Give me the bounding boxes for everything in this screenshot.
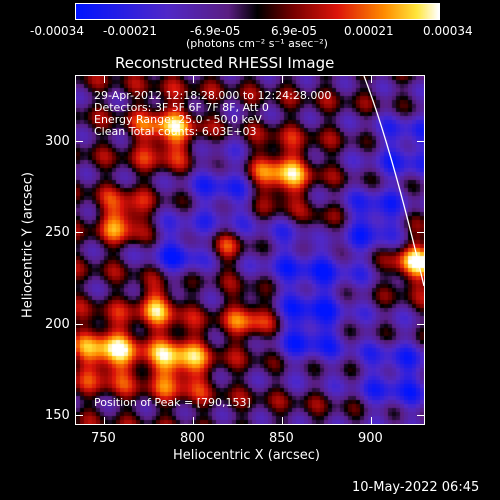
y-tick-mark — [417, 415, 425, 416]
detectors-text: Detectors: 3F 5F 6F 7F 8F, Att 0 — [94, 101, 269, 114]
x-tick-label: 850 — [269, 431, 294, 446]
energy-range-text: Energy Range: 25.0 - 50.0 keV — [94, 113, 262, 126]
y-tick-mark — [417, 324, 425, 325]
colorbar-tick-label: -0.00021 — [103, 24, 157, 38]
colorbar-tick-label: 6.9e-05 — [271, 24, 318, 38]
colorbar — [75, 3, 440, 20]
colorbar-units-label: (photons cm⁻² s⁻¹ asec⁻²) — [186, 37, 328, 50]
rhessi-image-plot: 29-Apr-2012 12:18:28.000 to 12:24:28.000… — [75, 75, 425, 425]
x-axis-label: Heliocentric X (arcsec) — [173, 448, 320, 463]
plot-title: Reconstructed RHESSI Image — [115, 54, 335, 72]
colorbar-tick-label: 0.00034 — [423, 24, 473, 38]
x-tick-label: 750 — [91, 431, 116, 446]
x-tick-mark — [193, 75, 194, 83]
peak-position-text: Position of Peak = [790,153] — [94, 396, 251, 409]
clean-counts-text: Clean Total counts: 6.03E+03 — [94, 125, 257, 138]
y-axis-label: Heliocentric Y (arcsec) — [20, 172, 36, 318]
colorbar-tick-label: 0.00021 — [344, 24, 394, 38]
y-tick-label: 300 — [45, 134, 70, 149]
footer-timestamp: 10-May-2022 06:45 — [352, 480, 480, 495]
x-tick-mark — [104, 75, 105, 83]
x-tick-label: 900 — [358, 431, 383, 446]
time-range-text: 29-Apr-2012 12:18:28.000 to 12:24:28.000 — [94, 89, 332, 102]
colorbar-tick-label: -0.00034 — [30, 24, 84, 38]
y-tick-mark — [75, 232, 83, 233]
y-tick-mark — [75, 415, 83, 416]
x-tick-mark — [371, 417, 372, 425]
colorbar-tick-label: -6.9e-05 — [190, 24, 241, 38]
y-tick-label: 200 — [45, 317, 70, 332]
x-tick-mark — [193, 417, 194, 425]
limb-line — [363, 76, 424, 287]
x-tick-mark — [282, 75, 283, 83]
x-tick-mark — [104, 417, 105, 425]
y-tick-mark — [75, 141, 83, 142]
x-tick-mark — [371, 75, 372, 83]
x-tick-mark — [282, 417, 283, 425]
rhessi-image — [76, 76, 424, 424]
y-tick-mark — [75, 324, 83, 325]
y-tick-mark — [417, 232, 425, 233]
x-tick-label: 800 — [180, 431, 205, 446]
y-tick-label: 150 — [45, 408, 70, 423]
y-tick-mark — [417, 141, 425, 142]
y-tick-label: 250 — [45, 225, 70, 240]
